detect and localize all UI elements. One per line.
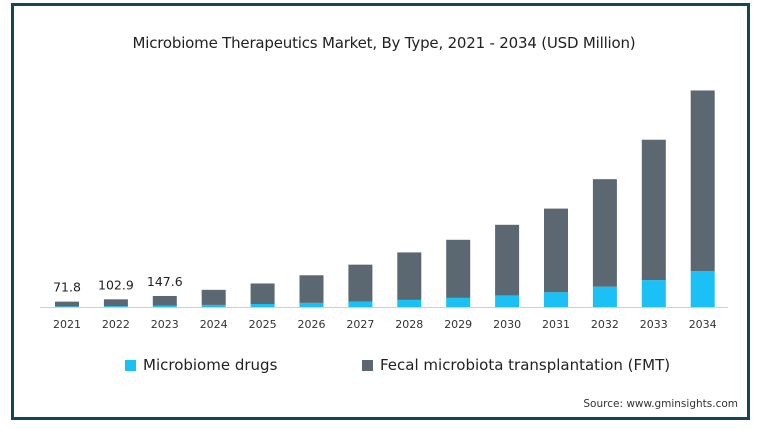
x-tick-label: 2033	[640, 318, 668, 331]
bar-fmt-2028	[397, 252, 422, 300]
bar-drugs-2026	[299, 302, 324, 307]
bar-fmt-2024	[201, 289, 226, 305]
bar-drugs-2022	[103, 306, 128, 307]
bar-drugs-2029	[446, 297, 471, 307]
bar-drugs-2028	[397, 299, 422, 307]
chart-frame	[11, 3, 750, 420]
bar-fmt-2031	[544, 208, 568, 293]
bar-drugs-2031	[544, 292, 568, 307]
bar-fmt-2023	[152, 295, 177, 306]
legend-item-drugs: Microbiome drugs	[125, 356, 277, 374]
chart-title: Microbiome Therapeutics Market, By Type,…	[132, 34, 636, 52]
source-note: Source: www.gminsights.com	[583, 398, 738, 410]
x-tick-label: 2023	[151, 318, 179, 331]
bar-drugs-2024	[201, 304, 226, 307]
bar-drugs-2034	[690, 271, 715, 307]
bar-fmt-2026	[299, 275, 324, 303]
bar-fmt-2021	[55, 301, 79, 307]
x-tick-label: 2030	[493, 318, 521, 331]
bar-drugs-2030	[495, 295, 520, 307]
bar-fmt-2029	[446, 239, 471, 298]
x-tick-label: 2027	[346, 318, 374, 331]
x-tick-label: 2032	[591, 318, 619, 331]
bar-drugs-2025	[250, 304, 275, 307]
bar-drugs-2021	[55, 306, 79, 307]
bar-drugs-2027	[348, 301, 373, 307]
legend-item-fmt: Fecal microbiota transplantation (FMT)	[362, 356, 670, 374]
data-label: 71.8	[53, 280, 81, 295]
bar-fmt-2025	[250, 283, 275, 305]
bar-fmt-2030	[495, 224, 520, 296]
bar-fmt-2033	[641, 139, 666, 281]
x-tick-label: 2024	[200, 318, 228, 331]
bar-fmt-2027	[348, 264, 373, 302]
bar-drugs-2023	[152, 305, 177, 307]
bar-drugs-2032	[592, 286, 617, 307]
chart-legend: Microbiome drugs Fecal microbiota transp…	[0, 356, 768, 380]
x-tick-label: 2021	[53, 318, 81, 331]
legend-swatch-fmt	[362, 359, 373, 371]
legend-label-drugs: Microbiome drugs	[143, 356, 278, 374]
x-tick-label: 2026	[298, 318, 326, 331]
x-tick-label: 2029	[444, 318, 472, 331]
bar-fmt-2032	[592, 179, 617, 287]
x-tick-label: 2034	[689, 318, 717, 331]
legend-label-fmt: Fecal microbiota transplantation (FMT)	[380, 356, 671, 374]
bar-fmt-2034	[690, 90, 715, 272]
bar-fmt-2022	[103, 299, 128, 307]
data-label: 102.9	[98, 277, 134, 292]
x-tick-label: 2025	[249, 318, 277, 331]
x-tick-label: 2031	[542, 318, 570, 331]
x-tick-label: 2022	[102, 318, 130, 331]
bar-drugs-2033	[641, 280, 666, 307]
x-tick-label: 2028	[395, 318, 423, 331]
legend-swatch-drugs	[125, 359, 136, 371]
data-label: 147.6	[147, 274, 183, 289]
